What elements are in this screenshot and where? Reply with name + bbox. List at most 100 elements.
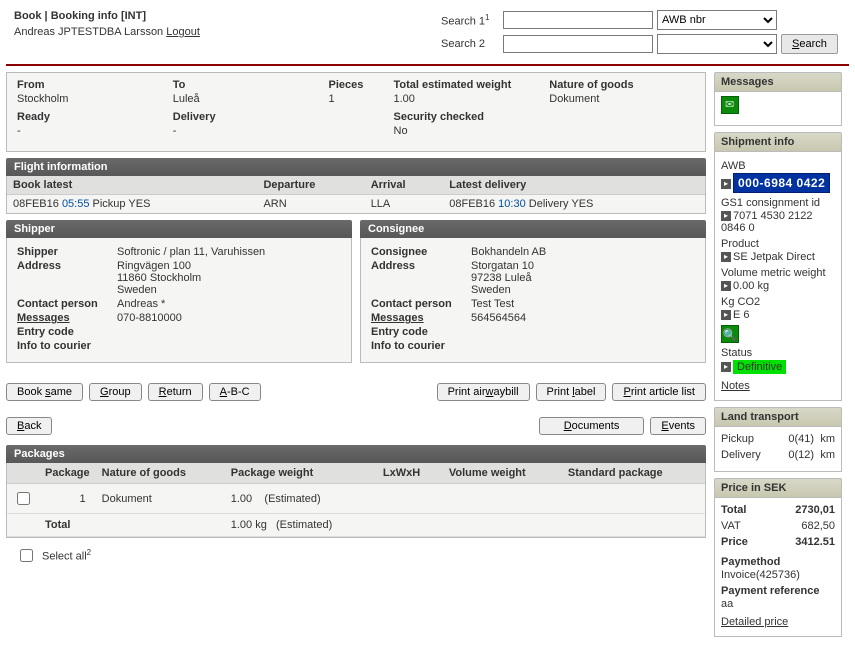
nature-val: Dokument xyxy=(549,93,695,105)
user-name: Andreas JPTESTDBA Larsson xyxy=(14,26,163,38)
flight-header: Flight information xyxy=(6,158,706,176)
logout-link[interactable]: Logout xyxy=(166,26,200,38)
group-button[interactable]: Group xyxy=(89,383,142,401)
info-to: To Luleå Delivery - xyxy=(173,79,319,143)
magnify-icon[interactable]: 🔍 xyxy=(721,325,739,343)
pkg-th-package: Package xyxy=(39,463,96,484)
gs1-label: GS1 consignment id xyxy=(721,197,835,209)
package-checkbox[interactable] xyxy=(17,492,30,505)
volwt-label: Volume metric weight xyxy=(721,267,835,279)
to-hdr: To xyxy=(173,79,319,91)
messages-header: Messages xyxy=(714,72,842,92)
pkg-th-nature: Nature of goods xyxy=(96,463,225,484)
right-column: Messages Shipment info AWB ▸000-6984 042… xyxy=(714,72,842,643)
consignee-contact-lbl: Contact person xyxy=(371,298,471,310)
nature-hdr: Nature of goods xyxy=(549,79,695,91)
top-left: Book | Booking info [INT] Andreas JPTEST… xyxy=(14,10,200,54)
pkg-th-lwh: LxWxH xyxy=(377,463,443,484)
pkg-th-volweight: Volume weight xyxy=(443,463,562,484)
side-price: Price in SEK Total2730,01 VAT682,50 Pric… xyxy=(714,478,842,637)
price-total-lbl: Total xyxy=(721,502,767,518)
back-button[interactable]: Back xyxy=(6,417,52,435)
flight-booklatest: 08FEB16 05:55 Pickup YES xyxy=(7,195,257,214)
back-row: Back xyxy=(6,417,52,435)
price-price-lbl: Price xyxy=(721,534,767,550)
shipper-phone: 070-8810000 xyxy=(117,312,341,324)
search1-input[interactable] xyxy=(503,11,653,29)
price-vat-val: 682,50 xyxy=(767,518,835,534)
main: From Stockholm Ready - To Luleå Delivery… xyxy=(6,72,849,643)
pkg-th-weight: Package weight xyxy=(225,463,377,484)
from-val: Stockholm xyxy=(17,93,163,105)
return-button[interactable]: Return xyxy=(148,383,203,401)
pkg-th-std: Standard package xyxy=(562,463,705,484)
search-row-1: Search 11 AWB nbr xyxy=(441,10,841,30)
flight-latestdelivery: 08FEB16 10:30 Delivery YES xyxy=(443,195,705,214)
shipper-contact: Andreas * xyxy=(117,298,341,310)
package-total-row: Total 1.00 kg (Estimated) xyxy=(7,514,705,537)
consignee-phone: 564564564 xyxy=(471,312,695,324)
payref-lbl: Payment reference xyxy=(721,585,835,597)
delivery-val: - xyxy=(173,125,319,137)
messages-icon[interactable] xyxy=(721,96,739,114)
search-button[interactable]: Search xyxy=(781,34,838,54)
shipper-messages-link[interactable]: Messages xyxy=(17,312,117,324)
consignee-lbl: Consignee xyxy=(371,246,471,258)
side-shipment-info: Shipment info AWB ▸000-6984 0422 GS1 con… xyxy=(714,132,842,401)
land-pickup-val: 0(41) xyxy=(778,431,815,447)
user-row: Andreas JPTESTDBA Larsson Logout xyxy=(14,26,200,38)
book-same-button[interactable]: Book same xyxy=(6,383,83,401)
notes-link[interactable]: Notes xyxy=(721,380,750,392)
packages-header: Packages xyxy=(6,445,706,463)
print-article-list-button[interactable]: Print article list xyxy=(612,383,706,401)
land-del-lbl: Delivery xyxy=(721,447,778,463)
events-button[interactable]: Events xyxy=(650,417,706,435)
status-label: Status xyxy=(721,347,835,359)
party-columns: Shipper ShipperSoftronic / plan 11, Varu… xyxy=(6,220,706,363)
pieces-val: 1 xyxy=(329,93,384,105)
weight-hdr: Total estimated weight xyxy=(394,79,540,91)
price-total-val: 2730,01 xyxy=(767,502,835,518)
print-label-button[interactable]: Print label xyxy=(536,383,607,401)
to-val: Luleå xyxy=(173,93,319,105)
top-search: Search 11 AWB nbr Search 2 Search xyxy=(441,10,841,54)
documents-button[interactable]: Documents xyxy=(539,417,645,435)
search1-label: Search 11 xyxy=(441,13,499,28)
co2-label: Kg CO2 xyxy=(721,296,835,308)
flight-th-departure: Departure xyxy=(257,176,364,195)
price-header: Price in SEK xyxy=(714,478,842,498)
consignee-messages-link[interactable]: Messages xyxy=(371,312,471,324)
chevron-icon: ▸ xyxy=(721,211,731,221)
search2-input[interactable] xyxy=(503,35,653,53)
pkg-weight: 1.00 (Estimated) xyxy=(225,484,377,514)
pkg-num: 1 xyxy=(39,484,96,514)
security-val: No xyxy=(394,125,540,137)
search1-type-select[interactable]: AWB nbr xyxy=(657,10,777,30)
flight-th-arrival: Arrival xyxy=(365,176,444,195)
consignee-address: Storgatan 1097238 LuleåSweden xyxy=(471,260,695,296)
volwt-value: 0.00 kg xyxy=(733,280,769,292)
side-land-transport: Land transport Pickup0(41)km Delivery0(1… xyxy=(714,407,842,472)
shipper-lbl: Shipper xyxy=(17,246,117,258)
abc-button[interactable]: A-B-C xyxy=(209,383,261,401)
flight-row: 08FEB16 05:55 Pickup YES ARN LLA 08FEB16… xyxy=(7,195,705,214)
pkg-total-wt: 1.00 kg (Estimated) xyxy=(225,514,377,537)
consignee-entry-lbl: Entry code xyxy=(371,326,471,338)
consignee-name: Bokhandeln AB xyxy=(471,246,695,258)
security-hdr: Security checked xyxy=(394,111,540,123)
print-airwaybill-button[interactable]: Print airwaybill xyxy=(437,383,530,401)
side-messages: Messages xyxy=(714,72,842,126)
top-bar: Book | Booking info [INT] Andreas JPTEST… xyxy=(6,6,849,66)
detailed-price-link[interactable]: Detailed price xyxy=(721,616,788,628)
packages-section: Packages Package Nature of goods Package… xyxy=(6,445,706,573)
search2-type-select[interactable] xyxy=(657,34,777,54)
consignee-courier-lbl: Info to courier xyxy=(371,340,471,352)
awb-label: AWB xyxy=(721,160,835,172)
land-pickup-lbl: Pickup xyxy=(721,431,778,447)
right-buttons: Print airwaybill Print label Print artic… xyxy=(437,383,706,401)
search2-label: Search 2 xyxy=(441,38,499,50)
consignee-addr-lbl: Address xyxy=(371,260,471,296)
weight-val: 1.00 xyxy=(394,93,540,105)
payref-val: aa xyxy=(721,598,835,610)
select-all-checkbox[interactable] xyxy=(20,549,33,562)
